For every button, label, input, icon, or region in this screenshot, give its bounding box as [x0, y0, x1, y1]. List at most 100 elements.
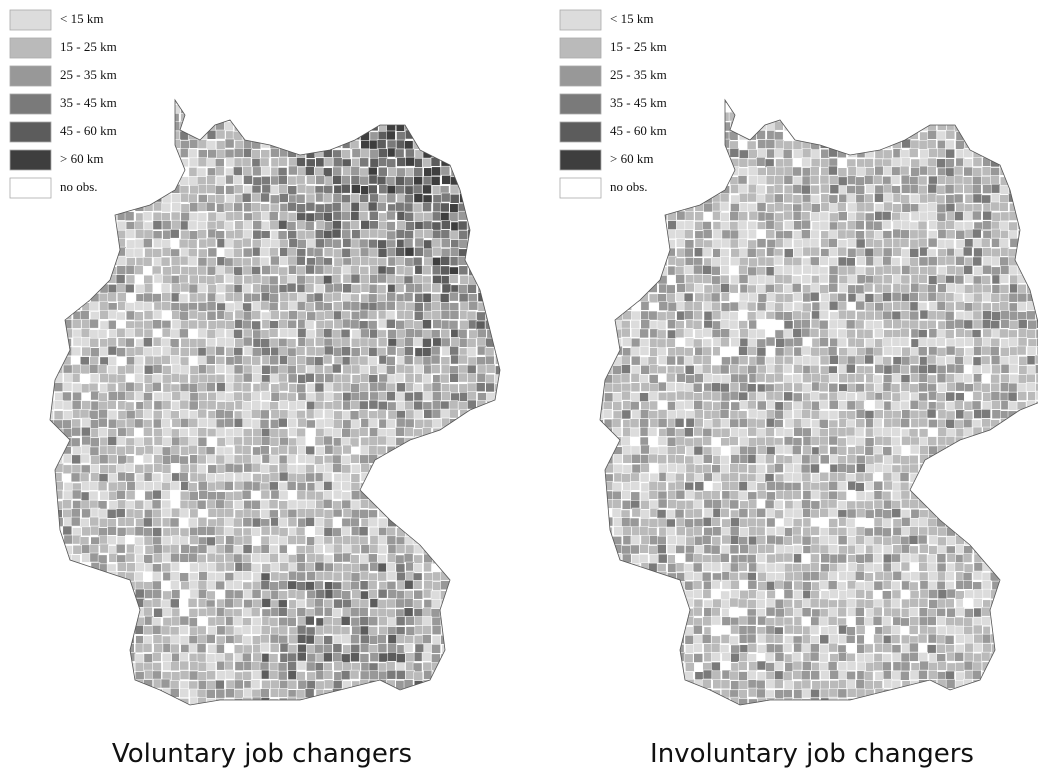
region: [215, 427, 226, 438]
region: [63, 644, 73, 654]
region: [973, 266, 983, 276]
region: [232, 239, 243, 249]
region: [999, 284, 1010, 294]
region: [216, 140, 226, 150]
region: [457, 329, 468, 339]
region: [856, 166, 866, 177]
region: [873, 256, 883, 267]
region: [50, 662, 55, 673]
region: [783, 112, 794, 122]
region: [296, 660, 307, 671]
region: [1017, 104, 1027, 115]
region: [350, 392, 361, 402]
region: [80, 166, 90, 177]
region: [306, 653, 317, 663]
region: [495, 445, 500, 455]
region: [53, 220, 64, 231]
region: [161, 482, 171, 492]
region: [297, 643, 307, 654]
region: [368, 473, 379, 483]
region: [640, 246, 650, 257]
region: [134, 148, 144, 159]
region: [990, 139, 1000, 149]
region: [107, 184, 118, 195]
region: [197, 320, 208, 330]
region: [395, 616, 406, 626]
region: [278, 454, 289, 465]
region: [98, 220, 108, 231]
region: [333, 282, 343, 293]
region: [630, 140, 640, 150]
region: [98, 572, 109, 582]
region: [233, 436, 243, 447]
region: [187, 239, 198, 249]
region: [963, 148, 973, 158]
region: [259, 381, 270, 392]
region: [484, 347, 495, 357]
region: [225, 561, 235, 572]
region: [964, 256, 975, 267]
region: [413, 167, 423, 177]
region: [270, 104, 280, 115]
region: [242, 104, 253, 115]
region: [350, 644, 361, 654]
region: [198, 238, 209, 249]
region: [990, 112, 1000, 122]
region: [313, 544, 324, 554]
region: [1000, 318, 1010, 329]
region: [431, 688, 441, 699]
region: [892, 301, 903, 311]
region: [323, 527, 334, 537]
region: [648, 183, 658, 194]
region: [278, 111, 288, 122]
region: [342, 544, 352, 555]
region: [207, 508, 218, 518]
region: [314, 275, 325, 285]
region: [676, 283, 686, 293]
region: [431, 229, 442, 240]
region: [395, 176, 405, 186]
region: [80, 491, 91, 502]
region: [50, 275, 55, 285]
region: [151, 139, 162, 149]
region: [413, 554, 423, 565]
region: [775, 158, 785, 169]
region: [260, 102, 271, 113]
region: [486, 211, 496, 221]
region: [386, 391, 396, 401]
region: [206, 580, 217, 591]
region: [341, 428, 352, 438]
region: [70, 437, 81, 448]
region: [314, 481, 325, 491]
region: [279, 562, 289, 572]
region: [469, 708, 478, 717]
region: [62, 338, 72, 348]
region: [387, 113, 397, 123]
region: [70, 194, 81, 204]
region: [828, 265, 839, 276]
region: [349, 410, 360, 420]
region: [881, 113, 892, 123]
region: [62, 419, 72, 430]
region: [88, 579, 99, 590]
region: [358, 607, 369, 617]
region: [973, 292, 983, 303]
region: [1018, 157, 1028, 168]
region: [694, 283, 704, 293]
region: [765, 328, 775, 339]
region: [990, 148, 1001, 159]
region: [50, 679, 54, 689]
region: [198, 112, 208, 123]
region: [279, 680, 289, 690]
region: [711, 329, 722, 339]
region: [313, 635, 324, 645]
region: [50, 536, 54, 546]
region: [666, 203, 677, 213]
region: [332, 193, 343, 203]
region: [340, 626, 351, 636]
region: [162, 590, 172, 601]
region: [441, 481, 452, 491]
region: [901, 184, 911, 194]
region: [341, 481, 351, 491]
region: [368, 553, 378, 564]
